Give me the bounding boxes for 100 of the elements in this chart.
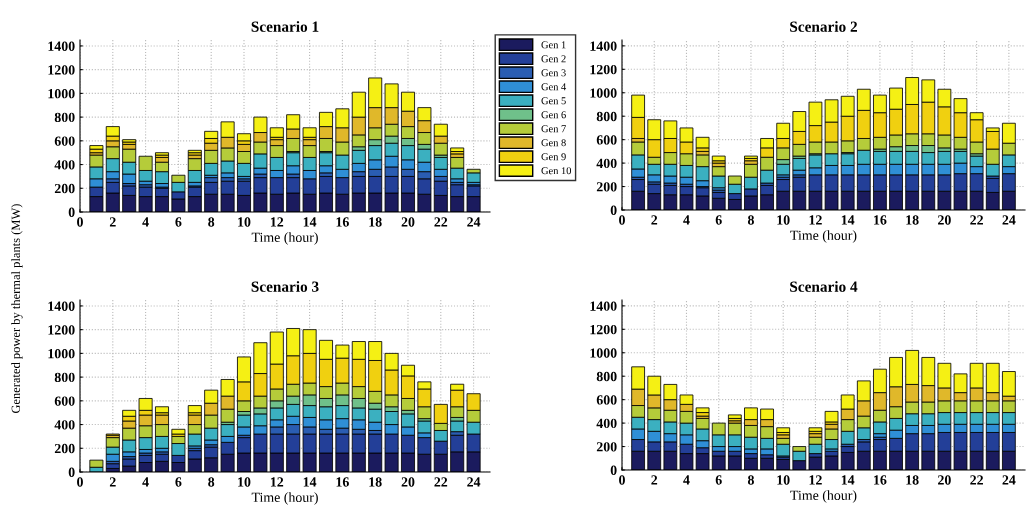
x-tick-label: 20 [401, 477, 415, 487]
x-tick-label: 24 [467, 477, 481, 487]
x-tick-label: 24 [467, 217, 481, 227]
chart-title: Scenario 3 [251, 281, 319, 292]
x-tick-label: 10 [777, 475, 790, 485]
x-axis-title: Time (hour) [790, 490, 857, 503]
y-tick-label: 200 [54, 183, 75, 194]
x-tick-label: 12 [270, 217, 284, 227]
x-tick-label: 14 [841, 475, 855, 485]
y-tick-label: 1200 [48, 325, 75, 335]
legend-label: Gen 3 [541, 69, 566, 77]
x-tick-label: 16 [336, 217, 349, 227]
x-tick-label: 6 [175, 217, 182, 227]
x-tick-label: 6 [715, 475, 722, 485]
y-tick-label: 400 [596, 158, 617, 169]
y-tick-label: 400 [54, 420, 75, 430]
x-tick-label: 20 [938, 215, 951, 225]
y-tick-label: 0 [610, 465, 617, 475]
x-tick-label: 10 [777, 215, 790, 225]
y-tick-label: 1200 [590, 324, 617, 335]
chart-title: Scenario 1 [251, 21, 319, 32]
y-tick-label: 200 [54, 443, 75, 454]
y-tick-label: 800 [596, 371, 617, 382]
x-tick-label: 18 [369, 477, 382, 487]
legend-label: Gen 2 [541, 55, 566, 63]
x-axis-title: Time (hour) [251, 232, 318, 245]
legend-label: Gen 8 [541, 139, 566, 147]
x-tick-label: 20 [401, 217, 415, 227]
y-axis-title: Generated power by thermal plants (MW) [11, 204, 23, 414]
x-tick-label: 4 [683, 475, 690, 485]
x-tick-label: 2 [109, 477, 116, 487]
y-tick-label: 200 [596, 442, 617, 452]
y-tick-label: 200 [596, 182, 617, 192]
y-tick-label: 400 [54, 160, 75, 170]
y-tick-label: 600 [54, 396, 75, 406]
legend-label: Gen 4 [541, 83, 567, 91]
y-tick-label: 1400 [590, 301, 617, 311]
x-tick-label: 4 [683, 215, 690, 225]
legend-label: Gen 1 [541, 41, 566, 49]
x-tick-label: 24 [1002, 475, 1016, 485]
y-tick-label: 800 [54, 372, 75, 383]
legend-label: Gen 10 [541, 167, 572, 175]
x-tick-label: 0 [77, 217, 83, 227]
x-tick-label: 10 [238, 217, 251, 227]
x-tick-label: 4 [142, 477, 149, 487]
x-tick-label: 14 [303, 217, 317, 227]
y-tick-label: 600 [596, 135, 617, 145]
y-tick-label: 0 [610, 205, 617, 215]
y-tick-label: 600 [54, 136, 75, 146]
x-tick-label: 12 [270, 477, 284, 487]
x-tick-label: 8 [208, 477, 215, 487]
y-tick-label: 800 [54, 112, 75, 123]
x-tick-label: 6 [715, 215, 722, 225]
x-tick-label: 16 [874, 475, 887, 485]
x-tick-label: 14 [303, 477, 317, 487]
x-tick-label: 8 [747, 475, 754, 485]
y-tick-label: 600 [596, 395, 617, 405]
y-tick-label: 1400 [48, 41, 75, 51]
legend-label: Gen 6 [541, 111, 566, 119]
chart-title: Scenario 2 [790, 21, 857, 32]
y-tick-label: 1000 [48, 88, 75, 99]
x-tick-label: 16 [874, 215, 887, 225]
x-tick-label: 22 [970, 475, 983, 485]
x-tick-label: 2 [651, 215, 658, 225]
x-tick-label: 8 [208, 217, 215, 227]
x-tick-label: 0 [77, 477, 83, 487]
x-tick-label: 12 [809, 475, 822, 485]
y-tick-label: 1000 [590, 88, 617, 98]
x-tick-label: 22 [434, 217, 448, 227]
y-tick-label: 400 [596, 418, 617, 429]
y-tick-label: 1400 [590, 41, 617, 51]
x-tick-label: 10 [238, 477, 251, 487]
x-tick-label: 22 [434, 477, 448, 487]
x-tick-label: 8 [747, 215, 754, 225]
x-tick-label: 18 [906, 475, 919, 485]
x-tick-label: 16 [336, 477, 349, 487]
y-tick-label: 1400 [48, 301, 75, 311]
x-tick-label: 22 [970, 215, 983, 225]
x-tick-label: 2 [109, 217, 116, 227]
x-axis-title: Time (hour) [790, 230, 857, 243]
legend-label: Gen 7 [541, 125, 566, 133]
x-axis-title: Time (hour) [251, 492, 318, 505]
x-tick-label: 18 [906, 215, 919, 225]
y-tick-label: 800 [596, 111, 617, 122]
y-tick-label: 0 [68, 207, 75, 217]
x-tick-label: 14 [841, 215, 855, 225]
x-tick-label: 0 [619, 475, 625, 485]
x-tick-label: 12 [809, 215, 822, 225]
y-tick-label: 1000 [590, 348, 617, 358]
x-tick-label: 2 [651, 475, 658, 485]
legend-label: Gen 9 [541, 153, 566, 161]
chart-title: Scenario 4 [790, 281, 858, 292]
y-tick-label: 1200 [590, 64, 617, 75]
y-tick-label: 1000 [48, 348, 75, 359]
x-tick-label: 20 [938, 475, 951, 485]
x-tick-label: 24 [1002, 215, 1016, 225]
y-tick-label: 0 [68, 467, 75, 477]
y-tick-label: 1200 [48, 65, 75, 75]
x-tick-label: 6 [175, 477, 182, 487]
x-tick-label: 18 [369, 217, 382, 227]
